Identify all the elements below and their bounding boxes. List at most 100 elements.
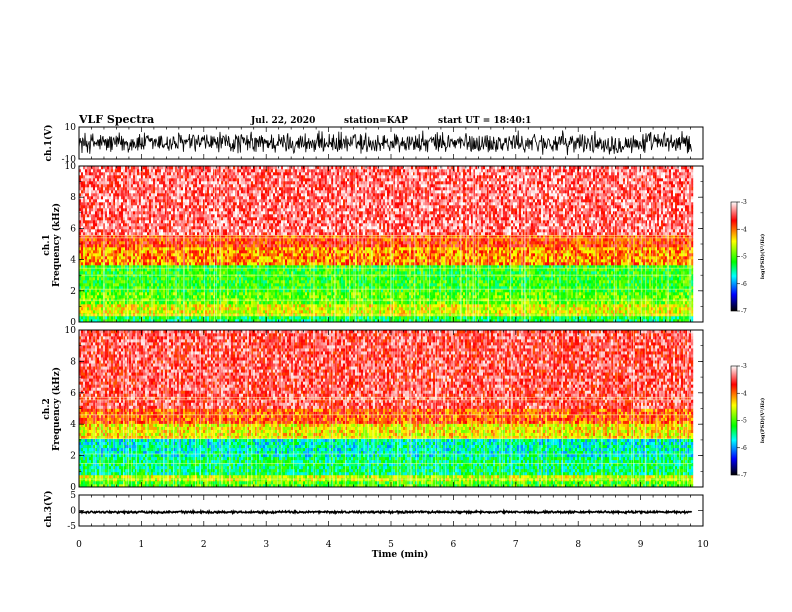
ch1-spectrogram-cell <box>367 310 369 313</box>
ch1-spectrogram-cell <box>247 307 249 310</box>
ch1-spectrogram-cell <box>525 307 527 310</box>
ch1-spectrogram-cell <box>639 310 641 313</box>
ch1-spectrogram-cell <box>121 307 123 310</box>
ch1-spectrogram-cell <box>591 310 593 313</box>
ch1-spectrogram-cell <box>85 316 87 319</box>
ch1-spectrogram-cell <box>211 310 213 313</box>
ch1-spectrogram-cell <box>417 307 419 310</box>
ch1-spectrogram-cell <box>87 304 89 307</box>
ch1-spectrogram-cell <box>539 310 541 313</box>
ch1-spectrogram-cell <box>159 310 161 313</box>
ch1-spectrogram-cell <box>99 316 101 319</box>
ch1-spectrogram-cell <box>381 316 383 319</box>
ch1-spectrogram-cell <box>583 307 585 310</box>
ch1-spectrogram-cell <box>605 316 607 319</box>
ch1-spectrogram-cell <box>287 307 289 310</box>
ch1-spectrogram-cell <box>635 310 637 313</box>
ch1-spectrogram-cell <box>505 310 507 313</box>
ch1-spectrogram-cell <box>179 307 181 310</box>
ch1-spectrogram-cell <box>673 310 675 313</box>
ch1-spectrogram-cell <box>297 310 299 313</box>
ch1-spectrogram-cell <box>457 310 459 313</box>
ch1-spectrogram-cell <box>669 307 671 310</box>
ch1-spectrogram-cell <box>87 307 89 310</box>
ch1-spectrogram-cell <box>463 316 465 319</box>
ch1-spectrogram-cell <box>171 310 173 313</box>
ch1-spectrogram-cell <box>611 310 613 313</box>
ch1-spectrogram-cell <box>679 307 681 310</box>
ch1-spectrogram-cell <box>433 316 435 319</box>
ch1-spectrogram-cell <box>653 316 655 319</box>
ch1-spectrogram-cell <box>89 304 91 307</box>
ch1-spectrogram-cell <box>653 307 655 310</box>
ch1-spectrogram-cell <box>227 316 229 319</box>
ch1-spectrogram-cell <box>637 316 639 319</box>
ch1-spectrogram-cell <box>579 307 581 310</box>
ch1-spectrogram-cell <box>599 316 601 319</box>
ch1-spectrogram-cell <box>285 310 287 313</box>
ch1-spectrogram-cell <box>85 304 87 307</box>
ch1-spectrogram-cell <box>687 316 689 319</box>
ch1-spectrogram-cell <box>341 316 343 319</box>
ch1-spectrogram-cell <box>493 307 495 310</box>
ch1-spectrogram-cell <box>125 310 127 313</box>
ch1-spectrogram-cell <box>651 316 653 319</box>
ch1-spectrogram-cell <box>237 307 239 310</box>
ch1-spectrogram-cell <box>527 307 529 310</box>
ch1-spectrogram-cell <box>585 310 587 313</box>
ch1-spectrogram-cell <box>431 310 433 313</box>
ch1-spectrogram-cell <box>685 310 687 313</box>
ch1-spectrogram-cell <box>201 316 203 319</box>
ch1-spectrogram-cell <box>147 310 149 313</box>
ch1-spectrogram-cell <box>305 307 307 310</box>
ch1-spectrogram-cell <box>281 316 283 319</box>
ch1-spectrogram-cell <box>101 307 103 310</box>
ch1-spectrogram-cell <box>321 310 323 313</box>
ch1-spectrogram-cell <box>149 307 151 310</box>
ch1-spectrogram-cell <box>619 307 621 310</box>
ch1-spectrogram-cell <box>159 316 161 319</box>
ch1-spectrogram-cell <box>587 310 589 313</box>
ch1-spectrogram-cell <box>99 307 101 310</box>
ch1-spectrogram-cell <box>613 316 615 319</box>
ch1-spectrogram-cell <box>425 310 427 313</box>
ch1-spectrogram-cell <box>435 307 437 310</box>
ch1-spectrogram-cell <box>377 307 379 310</box>
ch1-spectrogram-cell <box>583 310 585 313</box>
ch1-spectrogram-cell <box>479 307 481 310</box>
ch1-spectrogram-cell <box>619 316 621 319</box>
ch1-spectrogram-cell <box>233 310 235 313</box>
ch1-spectrogram-cell <box>679 316 681 319</box>
ch1-spectrogram-cell <box>329 316 331 319</box>
ch1-spectrogram-cell <box>643 316 645 319</box>
ch1-spectrogram-cell <box>343 316 345 319</box>
ch1-spectrogram-cell <box>405 316 407 319</box>
ch1-spectrogram-cell <box>601 310 603 313</box>
ch1-spectrogram-cell <box>531 310 533 313</box>
ch1-spectrogram-cell <box>513 307 515 310</box>
ch1-spectrogram-cell <box>113 310 115 313</box>
ch1-spectrogram-cell <box>513 316 515 319</box>
ch1-spectrogram-cell <box>269 307 271 310</box>
ch1-spectrogram-cell <box>535 307 537 310</box>
ch1-spectrogram-cell <box>453 307 455 310</box>
ch1-spectrogram-cell <box>81 310 83 313</box>
ch1-spectrogram-cell <box>261 310 263 313</box>
ch1-spectrogram-cell <box>401 310 403 313</box>
ch1-spectrogram-cell <box>289 316 291 319</box>
ch1-spectrogram-cell <box>679 310 681 313</box>
ch1-spectrogram-cell <box>83 304 85 307</box>
ch1-spectrogram-cell <box>275 307 277 310</box>
ch1-spectrogram-cell <box>675 307 677 310</box>
ch1-spectrogram-cell <box>369 307 371 310</box>
ch1-spectrogram-cell <box>505 316 507 319</box>
ch1-spectrogram-cell <box>563 307 565 310</box>
ch1-spectrogram-cell <box>359 310 361 313</box>
ch1-spectrogram-cell <box>659 310 661 313</box>
ch1-spectrogram-cell <box>597 310 599 313</box>
ch1-spectrogram-cell <box>83 310 85 313</box>
ch1-spectrogram-cell <box>517 310 519 313</box>
ch1-spectrogram-cell <box>299 307 301 310</box>
ch1-spectrogram-cell <box>169 316 171 319</box>
ch1-spectrogram-cell <box>563 310 565 313</box>
